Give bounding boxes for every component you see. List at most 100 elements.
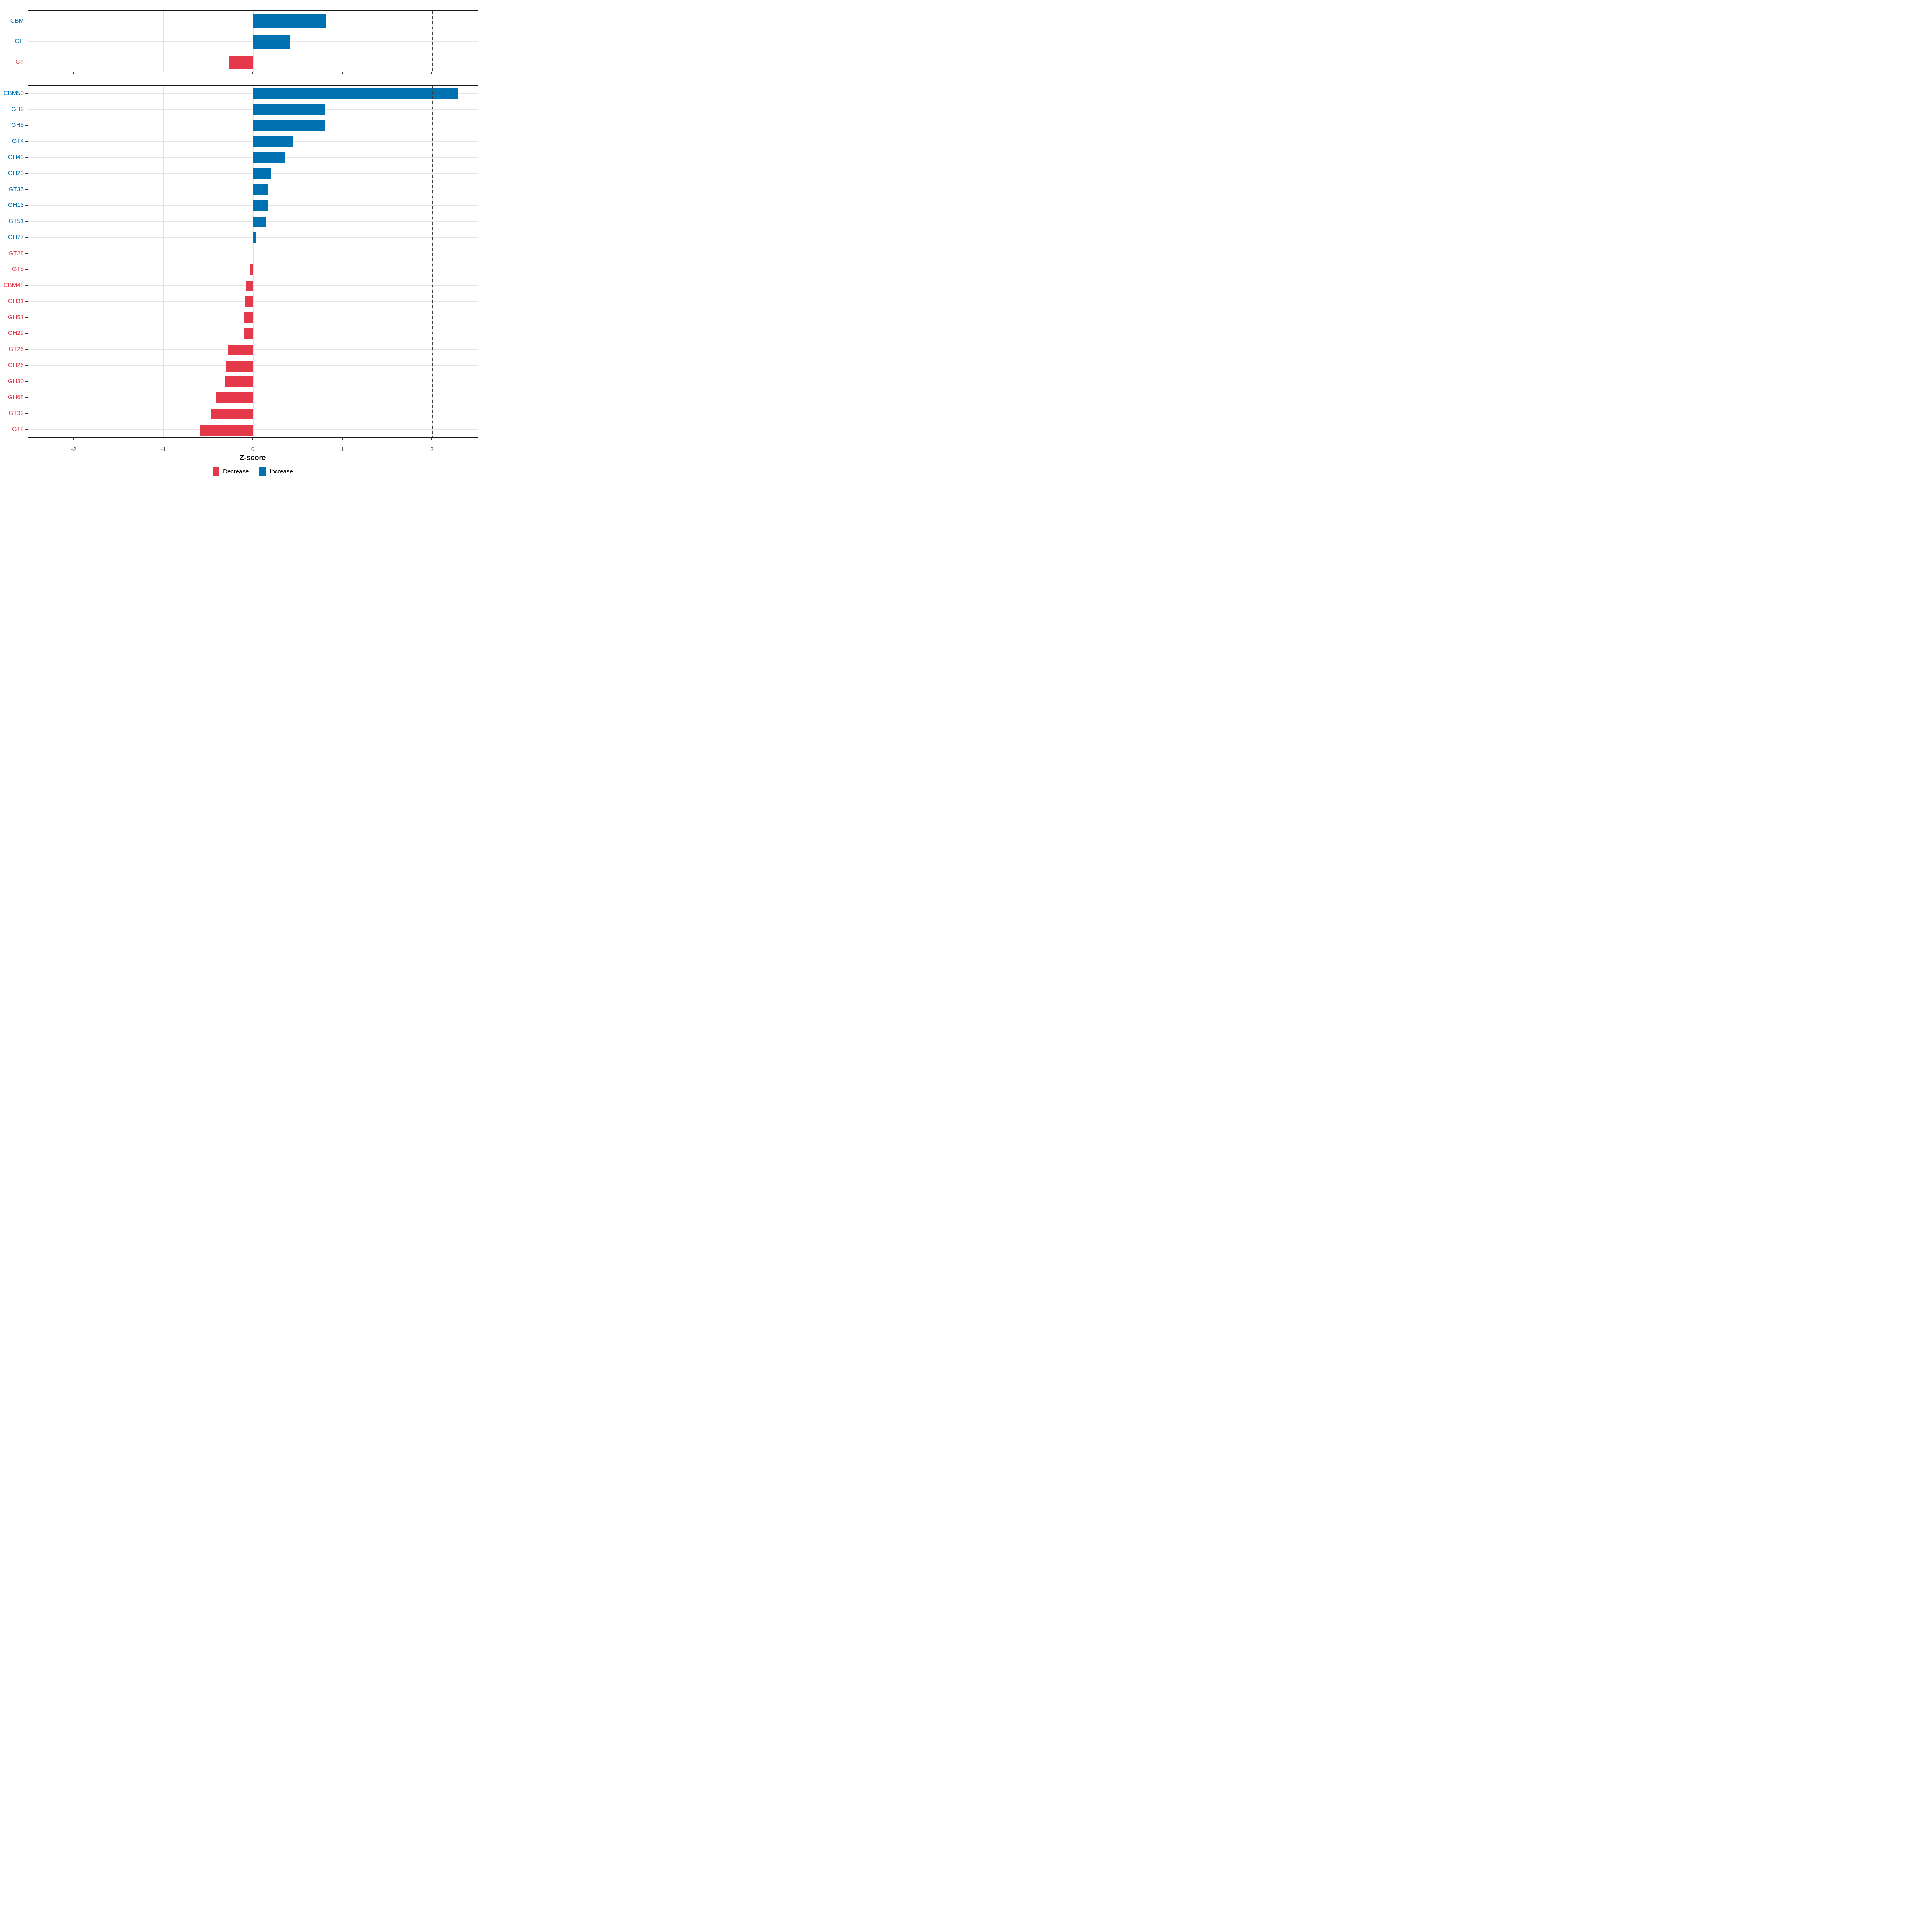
v-gridline — [253, 11, 254, 72]
x-tick — [252, 72, 253, 74]
x-tick-label: -1 — [160, 446, 166, 453]
y-tick — [25, 173, 28, 174]
x-axis-title: Z-score — [239, 454, 266, 462]
y-label-GT5: GT5 — [12, 266, 24, 273]
bar-GT26 — [228, 344, 253, 355]
y-tick — [25, 41, 28, 42]
legend-label: Decrease — [223, 468, 249, 475]
y-label-GH68: GH68 — [8, 394, 24, 401]
y-tick — [25, 157, 28, 158]
y-label-GH43: GH43 — [8, 153, 24, 161]
bar-GH26 — [226, 360, 253, 372]
bar-GH30 — [224, 376, 253, 388]
y-tick — [25, 141, 28, 142]
bar-GH77 — [253, 232, 256, 244]
bar-GH68 — [215, 392, 253, 404]
x-tick — [431, 438, 432, 440]
y-tick — [25, 205, 28, 206]
y-label-CBM48: CBM48 — [3, 282, 24, 289]
legend-swatch-decrease — [213, 467, 219, 476]
legend-item-increase: Increase — [259, 467, 293, 476]
y-label-GH23: GH23 — [8, 169, 24, 177]
bar-GH — [253, 35, 290, 49]
bar-GH31 — [245, 296, 253, 308]
y-label-GT: GT — [15, 58, 24, 65]
x-tick — [431, 72, 432, 74]
y-label-GH26: GH26 — [8, 362, 24, 369]
y-tick — [25, 317, 28, 318]
y-label-GT2: GT2 — [12, 426, 24, 433]
y-tick — [25, 253, 28, 254]
y-tick — [25, 221, 28, 222]
bar-GT51 — [253, 216, 266, 227]
y-label-CBM50: CBM50 — [3, 89, 24, 97]
y-tick — [25, 237, 28, 238]
bar-GH43 — [253, 152, 286, 163]
y-label-CBM: CBM — [10, 17, 24, 24]
legend-label: Increase — [270, 468, 293, 475]
bar-GT — [229, 55, 253, 69]
v-gridline — [253, 86, 254, 437]
y-tick — [25, 189, 28, 190]
y-tick — [25, 349, 28, 350]
y-label-GH51: GH51 — [8, 314, 24, 321]
y-tick — [25, 269, 28, 270]
bar-CBM — [253, 14, 326, 28]
bar-CBM48 — [246, 280, 253, 291]
x-tick — [73, 72, 74, 74]
y-tick — [25, 125, 28, 126]
y-label-GH31: GH31 — [8, 297, 24, 305]
y-label-GH77: GH77 — [8, 233, 24, 241]
x-tick-label: 1 — [341, 446, 344, 453]
panel-classes — [28, 10, 478, 72]
x-tick — [163, 438, 164, 440]
bar-GT35 — [253, 184, 268, 196]
y-label-GT26: GT26 — [8, 346, 24, 353]
y-label-GH9: GH9 — [11, 105, 24, 113]
y-label-GT28: GT28 — [8, 250, 24, 257]
y-tick — [25, 333, 28, 334]
y-label-GT4: GT4 — [12, 138, 24, 145]
y-tick — [25, 397, 28, 398]
legend: Decrease Increase — [152, 467, 353, 476]
reference-line-dashed — [431, 86, 433, 437]
legend-swatch-increase — [259, 467, 266, 476]
bar-CBM50 — [253, 88, 458, 99]
bar-GH5 — [253, 120, 325, 131]
y-label-GH13: GH13 — [8, 202, 24, 209]
bar-GT2 — [199, 424, 253, 436]
x-tick-label: 0 — [251, 446, 255, 453]
bar-GH9 — [253, 104, 325, 116]
bar-GT4 — [253, 136, 294, 147]
y-label-GH30: GH30 — [8, 378, 24, 385]
figure: CBM GH GT CBM50 GH9 GH5 GT4 GH43 GH23 GT35 GH13 GT5… — [0, 0, 483, 483]
y-label-GT39: GT39 — [8, 410, 24, 417]
y-label-GT35: GT35 — [8, 186, 24, 193]
y-label-GH29: GH29 — [8, 330, 24, 337]
y-tick — [25, 429, 28, 430]
y-tick — [25, 365, 28, 366]
x-tick — [163, 72, 164, 74]
reference-line-dashed — [431, 11, 433, 72]
y-label-GH: GH — [14, 37, 24, 45]
y-tick — [25, 109, 28, 110]
y-tick — [25, 285, 28, 286]
x-tick-label: 2 — [430, 446, 434, 453]
panel-families — [28, 85, 478, 438]
bar-GT39 — [211, 408, 253, 419]
bar-GH51 — [244, 312, 253, 324]
y-tick — [25, 93, 28, 94]
v-gridline — [163, 11, 164, 72]
y-tick — [25, 301, 28, 302]
x-tick-label: -2 — [71, 446, 76, 453]
bar-GT5 — [250, 264, 253, 275]
x-tick — [342, 438, 343, 440]
bar-GH29 — [244, 328, 253, 339]
y-tick — [25, 381, 28, 382]
x-tick — [252, 438, 253, 440]
x-tick — [73, 438, 74, 440]
x-tick — [342, 72, 343, 74]
bar-GH13 — [253, 200, 268, 211]
y-label-GT51: GT51 — [8, 218, 24, 225]
y-tick — [25, 413, 28, 414]
